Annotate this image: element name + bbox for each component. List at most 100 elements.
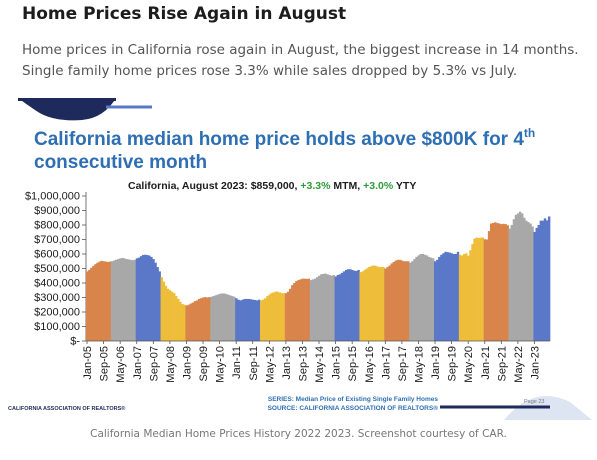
bar	[421, 254, 424, 341]
bar	[456, 251, 460, 341]
bar	[492, 222, 495, 341]
bar	[514, 214, 518, 341]
y-tick-label: $400,000	[34, 278, 80, 290]
bar	[303, 278, 306, 341]
bar	[320, 274, 323, 341]
bar	[262, 299, 265, 341]
bar	[195, 300, 199, 341]
x-tick-label: Sep-19	[447, 346, 459, 381]
bar	[266, 296, 269, 341]
bar	[295, 281, 298, 341]
bar	[338, 274, 342, 341]
bar	[500, 224, 503, 341]
bar	[156, 267, 159, 341]
bar	[247, 298, 250, 341]
x-axis: Jan-05 Sep-05 May-06 Jan-07 Sep-07 May-08 Jan-…	[82, 340, 550, 383]
bar	[342, 271, 346, 341]
bar	[450, 253, 453, 341]
bar	[237, 299, 240, 341]
bar	[438, 256, 441, 341]
bar	[108, 261, 112, 341]
bar	[187, 304, 190, 341]
bar	[529, 223, 532, 341]
bar	[291, 285, 294, 341]
bar	[218, 293, 221, 342]
bar	[390, 263, 393, 341]
bar	[235, 298, 238, 341]
bar	[117, 259, 120, 341]
bar	[231, 296, 234, 341]
bar	[483, 239, 487, 341]
bar	[477, 238, 480, 341]
bar-series	[86, 211, 551, 342]
bar	[152, 259, 155, 341]
y-tick-label: $200,000	[34, 307, 80, 319]
bar	[154, 262, 157, 341]
chart-svg: California median home price holds above…	[8, 98, 592, 420]
bar	[444, 251, 447, 341]
bar	[239, 300, 242, 341]
bar	[212, 296, 215, 341]
bar	[446, 252, 449, 341]
x-tick-label: Jan-21	[480, 346, 492, 380]
bar	[249, 299, 253, 341]
bar	[504, 224, 507, 341]
x-tick-label: Jan-17	[380, 346, 392, 380]
bar	[135, 258, 139, 341]
bar	[129, 259, 132, 341]
bar	[280, 293, 284, 341]
x-tick-label: Sep-05	[99, 346, 111, 381]
bar	[460, 255, 464, 341]
bar	[162, 281, 166, 341]
bar	[146, 255, 149, 341]
bar	[485, 239, 489, 341]
bar	[365, 268, 369, 341]
bar	[119, 258, 122, 341]
x-tick-label: May-06	[115, 346, 127, 383]
bar	[334, 276, 337, 341]
bar	[305, 278, 308, 341]
bar	[448, 252, 451, 341]
bar	[407, 261, 410, 341]
bar	[222, 293, 226, 341]
slide-header-bar	[18, 98, 116, 101]
bar	[394, 260, 398, 341]
x-tick-label: May-10	[215, 346, 227, 383]
bar	[373, 265, 377, 341]
bar	[233, 296, 236, 341]
bar	[115, 259, 118, 341]
bar	[355, 270, 358, 341]
y-tick-label: $-	[70, 336, 80, 348]
bar	[270, 293, 273, 341]
bar	[363, 269, 366, 341]
bar	[489, 223, 493, 341]
bar	[344, 269, 348, 341]
bar	[148, 255, 151, 341]
x-tick-label: May-20	[463, 346, 475, 383]
bar	[189, 303, 192, 341]
bar	[88, 269, 91, 341]
y-tick-label: $100,000	[34, 321, 80, 333]
bar	[523, 217, 526, 341]
bar	[144, 254, 147, 341]
bar	[183, 304, 186, 341]
bar	[396, 259, 400, 341]
bar	[527, 222, 530, 341]
x-tick-label: Sep-21	[496, 346, 508, 381]
bar	[328, 275, 331, 341]
bar	[512, 219, 516, 341]
bar	[535, 227, 538, 341]
bar	[423, 254, 427, 341]
bar	[160, 277, 163, 341]
bar	[286, 291, 290, 341]
x-tick-label: Jan-09	[181, 346, 193, 380]
bar	[369, 266, 373, 341]
bar	[392, 261, 395, 341]
bar	[336, 275, 340, 341]
bar	[467, 255, 470, 341]
bar	[378, 267, 381, 341]
slide-headline: California median home price holds above…	[34, 126, 535, 150]
x-tick-label: May-12	[264, 346, 276, 383]
bar	[473, 238, 476, 341]
bar	[516, 213, 520, 341]
